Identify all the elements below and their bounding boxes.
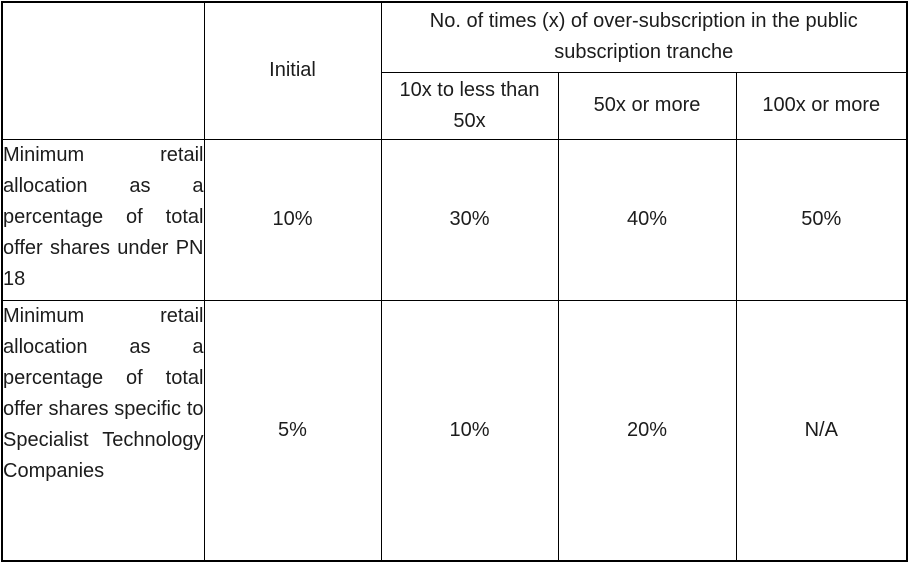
row-label-pn18: Minimum retail allocation as a percentag…: [1, 138, 205, 301]
value-cell-pn18-initial: 10%: [203, 138, 382, 301]
column-header-10x-to-less-than-50x: 10x to less than 50x: [380, 71, 559, 140]
value-cell-specialist-initial: 5%: [203, 299, 382, 562]
value-cell-pn18-50x: 40%: [557, 138, 737, 301]
column-group-header-over-subscription: No. of times (x) of over-subscription in…: [380, 1, 908, 73]
column-header-initial: Initial: [203, 1, 382, 140]
table-row-specialist-tech: Minimum retail allocation as a percentag…: [1, 299, 908, 562]
column-header-100x-or-more: 100x or more: [735, 71, 908, 140]
header-row-group: Initial No. of times (x) of over-subscri…: [1, 1, 908, 140]
value-cell-specialist-10x: 10%: [380, 299, 559, 562]
value-cell-specialist-100x: N/A: [735, 299, 908, 562]
table-row-pn18: Minimum retail allocation as a percentag…: [1, 138, 908, 301]
corner-cell: [1, 1, 205, 140]
value-cell-specialist-50x: 20%: [557, 299, 737, 562]
value-cell-pn18-100x: 50%: [735, 138, 908, 301]
column-header-50x-or-more: 50x or more: [557, 71, 737, 140]
header-row-subcolumns: 10x to less than 50x 50x or more 100x or…: [2, 71, 908, 140]
value-cell-pn18-10x: 30%: [380, 138, 559, 301]
row-label-specialist-tech: Minimum retail allocation as a percentag…: [1, 299, 205, 562]
